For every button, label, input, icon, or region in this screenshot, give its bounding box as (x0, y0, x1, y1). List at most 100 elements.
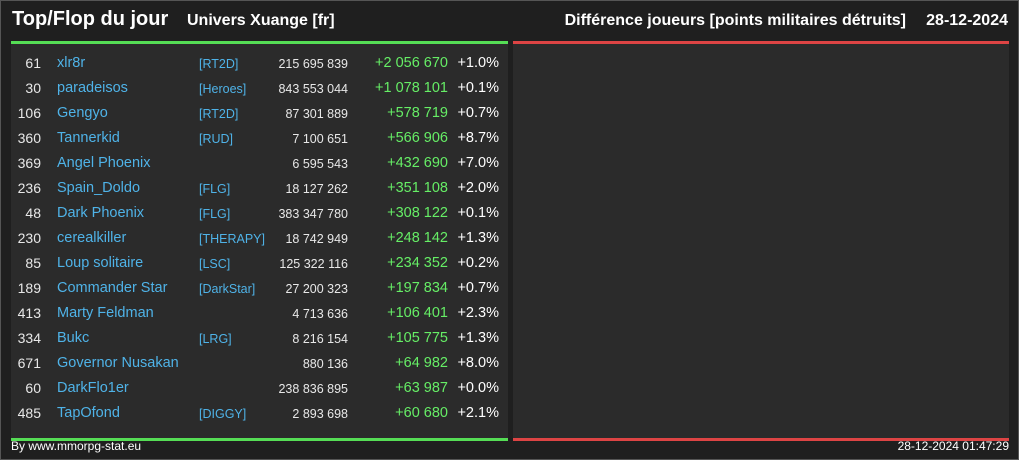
table-row: 230 cerealkiller [THERAPY] 18 742 949 +248 1… (11, 226, 508, 251)
universe-label: Univers Xuange [fr] (187, 12, 335, 29)
player-rank: 369 (17, 155, 41, 171)
alliance-tag-link[interactable]: [RT2D] (199, 107, 239, 121)
percent-difference: +0.7% (457, 105, 499, 121)
points-difference: +105 775 (387, 330, 448, 346)
player-name-link[interactable]: Dark Phoenix (57, 205, 145, 221)
table-row: 671 Governor Nusakan 880 136 +64 982 +8.0% (11, 351, 508, 376)
alliance-tag-link[interactable]: [DIGGY] (199, 407, 247, 421)
player-name-link[interactable]: Loup solitaire (57, 255, 144, 271)
points-difference: +566 906 (387, 130, 448, 146)
player-rank: 61 (25, 55, 41, 71)
alliance-tag-link[interactable]: [FLG] (199, 207, 231, 221)
player-rank: 60 (25, 380, 41, 396)
percent-difference: +2.0% (457, 180, 499, 196)
alliance-tag-link[interactable]: [LSC] (199, 257, 231, 271)
table-row: 106 Gengyo [RT2D] 87 301 889 +578 719 +0.7% (11, 101, 508, 126)
player-rank: 485 (17, 405, 41, 421)
points-difference: +432 690 (387, 155, 448, 171)
player-name-link[interactable]: Angel Phoenix (57, 155, 151, 171)
percent-difference: +7.0% (457, 155, 499, 171)
player-rank: 48 (25, 205, 41, 221)
player-total-points: 8 216 154 (292, 332, 348, 346)
percent-difference: +2.3% (457, 305, 499, 321)
player-name-link[interactable]: Governor Nusakan (57, 355, 179, 371)
player-rank: 671 (17, 355, 41, 371)
points-difference: +351 108 (387, 180, 448, 196)
points-difference: +60 680 (395, 405, 448, 421)
alliance-tag-link[interactable]: [Heroes] (199, 82, 247, 96)
table-row: 236 Spain_Doldo [FLG] 18 127 262 +351 108 +2.… (11, 176, 508, 201)
metric-label: Différence joueurs [points militaires dé… (564, 12, 906, 29)
top-list: 61 xlr8r [RT2D] 215 695 839 +2 056 670 +1.0% 3… (11, 51, 508, 426)
player-total-points: 215 695 839 (278, 57, 348, 71)
player-name-link[interactable]: DarkFlo1er (57, 380, 129, 396)
table-row: 334 Bukc [LRG] 8 216 154 +105 775 +1.3% (11, 326, 508, 351)
table-row: 60 DarkFlo1er 238 836 895 +63 987 +0.0% (11, 376, 508, 401)
player-name-link[interactable]: Commander Star (57, 280, 168, 296)
player-total-points: 880 136 (302, 357, 348, 371)
player-rank: 230 (17, 230, 41, 246)
percent-difference: +1.0% (457, 55, 499, 71)
player-rank: 413 (17, 305, 41, 321)
top-panel: 61 xlr8r [RT2D] 215 695 839 +2 056 670 +1.0% 3… (11, 41, 508, 441)
player-rank: 334 (17, 330, 41, 346)
alliance-tag-link[interactable]: [RT2D] (199, 57, 239, 71)
points-difference: +308 122 (387, 205, 448, 221)
player-total-points: 843 553 044 (278, 82, 348, 96)
player-total-points: 18 742 949 (285, 232, 348, 246)
percent-difference: +8.7% (457, 130, 499, 146)
player-total-points: 87 301 889 (285, 107, 348, 121)
player-rank: 189 (17, 280, 41, 296)
table-row: 360 Tannerkid [RUD] 7 100 651 +566 906 +8.7% (11, 126, 508, 151)
alliance-tag-link[interactable]: [DarkStar] (199, 282, 256, 296)
flop-panel (513, 41, 1009, 441)
points-difference: +106 401 (387, 305, 448, 321)
points-difference: +578 719 (387, 105, 448, 121)
percent-difference: +0.0% (457, 380, 499, 396)
percent-difference: +1.3% (457, 230, 499, 246)
percent-difference: +8.0% (457, 355, 499, 371)
points-difference: +234 352 (387, 255, 448, 271)
table-row: 369 Angel Phoenix 6 595 543 +432 690 +7.0% (11, 151, 508, 176)
points-difference: +1 078 101 (375, 80, 448, 96)
player-rank: 236 (17, 180, 41, 196)
player-rank: 106 (17, 105, 41, 121)
player-name-link[interactable]: Gengyo (57, 105, 108, 121)
player-total-points: 238 836 895 (278, 382, 348, 396)
alliance-tag-link[interactable]: [FLG] (199, 182, 231, 196)
alliance-tag-link[interactable]: [THERAPY] (199, 232, 265, 246)
table-row: 30 paradeisos [Heroes] 843 553 044 +1 078 10… (11, 76, 508, 101)
player-name-link[interactable]: Bukc (57, 330, 90, 346)
player-name-link[interactable]: TapOfond (57, 405, 120, 421)
player-name-link[interactable]: paradeisos (57, 80, 128, 96)
player-name-link[interactable]: cerealkiller (57, 230, 127, 246)
points-difference: +197 834 (387, 280, 448, 296)
alliance-tag-link[interactable]: [LRG] (199, 332, 232, 346)
site-credit[interactable]: By www.mmorpg-stat.eu (11, 439, 142, 453)
player-total-points: 7 100 651 (292, 132, 348, 146)
header: Top/Flop du jour Univers Xuange [fr] Dif… (1, 1, 1018, 41)
percent-difference: +0.1% (457, 80, 499, 96)
player-name-link[interactable]: xlr8r (57, 55, 86, 71)
player-total-points: 4 713 636 (292, 307, 348, 321)
player-name-link[interactable]: Tannerkid (57, 130, 120, 146)
player-name-link[interactable]: Marty Feldman (57, 305, 154, 321)
page-title: Top/Flop du jour (12, 8, 169, 30)
percent-difference: +2.1% (457, 405, 499, 421)
points-difference: +248 142 (387, 230, 448, 246)
percent-difference: +0.1% (457, 205, 499, 221)
table-row: 61 xlr8r [RT2D] 215 695 839 +2 056 670 +1.0% (11, 51, 508, 76)
alliance-tag-link[interactable]: [RUD] (199, 132, 234, 146)
points-difference: +63 987 (395, 380, 448, 396)
player-rank: 85 (25, 255, 41, 271)
player-rank: 30 (25, 80, 41, 96)
table-row: 413 Marty Feldman 4 713 636 +106 401 +2.3% (11, 301, 508, 326)
player-total-points: 6 595 543 (292, 157, 348, 171)
table-row: 189 Commander Star [DarkStar] 27 200 323 +19… (11, 276, 508, 301)
player-name-link[interactable]: Spain_Doldo (57, 180, 141, 196)
player-rank: 360 (17, 130, 41, 146)
player-total-points: 2 893 698 (292, 407, 348, 421)
update-timestamp: 28-12-2024 01:47:29 (897, 439, 1009, 453)
table-row: 85 Loup solitaire [LSC] 125 322 116 +234 352… (11, 251, 508, 276)
